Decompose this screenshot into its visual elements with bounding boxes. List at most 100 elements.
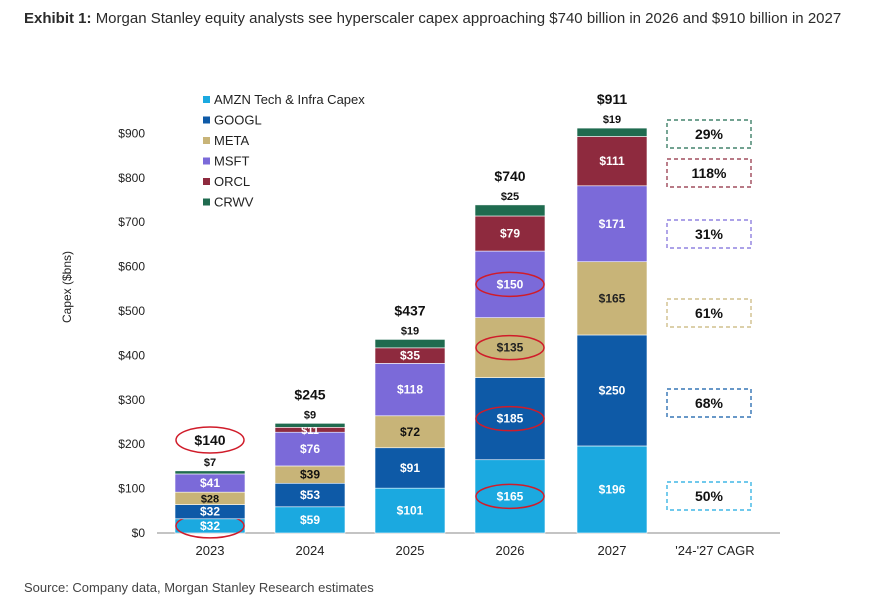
bar-segment (374, 363, 446, 417)
bar-segment (274, 423, 346, 428)
bar-segment (576, 261, 648, 336)
legend-label: CRWV (214, 195, 254, 210)
data-label: $111 (599, 154, 625, 168)
bar-segment (474, 250, 546, 318)
data-label: $250 (599, 383, 626, 397)
cagr-value: 31% (695, 226, 724, 242)
data-label: $135 (497, 341, 524, 355)
data-label: $9 (304, 409, 316, 421)
x-tick-label: 2027 (598, 543, 627, 558)
legend-label: GOOGL (214, 113, 262, 128)
x-tick-label: 2024 (296, 543, 325, 558)
y-tick-label: $900 (118, 126, 145, 140)
bar-segment (576, 127, 648, 137)
data-label: $35 (400, 349, 420, 363)
data-label: $19 (603, 114, 621, 126)
data-label: $185 (497, 412, 524, 426)
legend-swatch (203, 198, 210, 206)
y-tick-label: $800 (118, 171, 145, 185)
total-label: $911 (597, 91, 628, 107)
data-label: $165 (599, 291, 626, 305)
cagr-box (666, 158, 752, 188)
cagr-axis-label: '24-'27 CAGR (675, 543, 754, 558)
x-tick-label: 2025 (396, 543, 425, 558)
data-label: $53 (300, 488, 320, 502)
y-tick-label: $500 (118, 304, 145, 318)
y-tick-label: $700 (118, 215, 145, 229)
cagr-box (666, 388, 752, 418)
y-tick-label: $0 (132, 526, 146, 540)
data-label: $7 (204, 457, 216, 469)
bar-segment (374, 339, 446, 349)
highlight-circle (475, 334, 545, 361)
data-label: $41 (200, 476, 220, 490)
cagr-value: 50% (695, 488, 724, 504)
highlight-circle (475, 271, 545, 298)
data-label: $28 (201, 493, 219, 505)
data-label: $72 (400, 425, 420, 439)
data-label: $150 (497, 277, 524, 291)
data-label: $25 (501, 191, 519, 203)
legend-label: AMZN Tech & Infra Capex (214, 92, 365, 107)
bar-segment (474, 215, 546, 252)
data-label: $91 (400, 461, 420, 475)
cagr-value: 68% (695, 395, 724, 411)
legend-swatch (203, 178, 210, 185)
cagr-box (666, 219, 752, 249)
bar-segment (576, 185, 648, 263)
y-tick-label: $200 (118, 437, 145, 451)
cagr-value: 118% (691, 165, 727, 181)
legend-label: MSFT (214, 154, 249, 169)
x-tick-label: 2026 (496, 543, 525, 558)
data-label: $79 (500, 227, 520, 241)
data-label: $101 (397, 504, 424, 518)
bar-segment (576, 136, 648, 187)
data-label: $196 (599, 482, 626, 496)
exhibit-title: Morgan Stanley equity analysts see hyper… (95, 10, 842, 27)
bar-segment (576, 445, 648, 534)
y-tick-label: $400 (118, 348, 145, 362)
data-label: $39 (300, 468, 320, 482)
data-label: $76 (300, 442, 320, 456)
y-tick-label: $100 (118, 482, 145, 496)
total-label: $740 (494, 168, 525, 184)
legend-swatch (203, 116, 210, 124)
exhibit-header: Exhibit 1: Morgan Stanley equity analyst… (24, 8, 844, 30)
bar-segment (174, 470, 246, 475)
data-label: $32 (200, 505, 220, 519)
bar-segment (374, 447, 446, 489)
cagr-box (666, 481, 752, 511)
exhibit-lead: Exhibit 1: (24, 10, 92, 27)
bar-segment (474, 204, 546, 217)
legend-swatch (203, 137, 210, 144)
cagr-value: 61% (695, 305, 724, 321)
highlight-circle (175, 426, 245, 454)
legend-label: ORCL (214, 174, 250, 189)
data-label: $32 (200, 519, 220, 533)
highlight-circle (475, 405, 545, 432)
bar-segment (474, 377, 546, 461)
legend-label: META (214, 133, 249, 148)
bar-segment (474, 459, 546, 534)
bar-segment (274, 431, 346, 467)
highlight-circle (475, 483, 545, 510)
data-label: $118 (397, 383, 423, 397)
data-label: $19 (401, 325, 419, 337)
data-label: $171 (599, 217, 626, 231)
y-tick-label: $600 (118, 260, 145, 274)
y-tick-label: $300 (118, 393, 145, 407)
cagr-value: 29% (695, 126, 724, 142)
cagr-box (666, 119, 752, 149)
bar-segment (474, 317, 546, 378)
legend-swatch (203, 96, 210, 103)
bar-segment (374, 415, 446, 449)
source-note: Source: Company data, Morgan Stanley Res… (24, 580, 374, 595)
y-axis-label: Capex ($bns) (60, 251, 74, 323)
cagr-box (666, 298, 752, 328)
total-label: $437 (394, 302, 425, 318)
data-label: $165 (497, 489, 524, 503)
legend-swatch (203, 157, 210, 165)
bar-segment (374, 487, 446, 534)
data-label: $59 (300, 513, 320, 527)
